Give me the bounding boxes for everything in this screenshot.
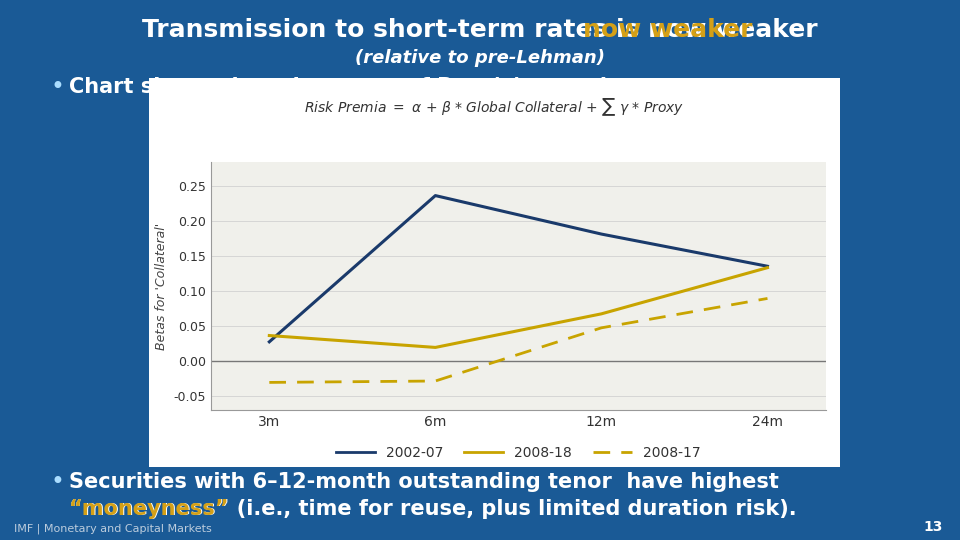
Text: Transmission to short-term rates is now weaker: Transmission to short-term rates is now … (142, 18, 818, 42)
Text: 13: 13 (924, 519, 943, 534)
Text: Chart shows the robustness of Beta(s) over the term structure: Chart shows the robustness of Beta(s) ov… (69, 77, 809, 98)
Text: •: • (51, 470, 64, 494)
Y-axis label: Betas for 'Collateral': Betas for 'Collateral' (156, 222, 168, 350)
Text: (relative to pre-Lehman): (relative to pre-Lehman) (355, 49, 605, 67)
Text: Securities with 6–12-month outstanding tenor  have highest: Securities with 6–12-month outstanding t… (69, 472, 779, 492)
Text: now weaker: now weaker (583, 18, 753, 42)
Legend: 2002-07, 2008-18, 2008-17: 2002-07, 2008-18, 2008-17 (330, 440, 707, 465)
Text: “moneyness”: “moneyness” (69, 499, 229, 519)
Text: IMF | Monetary and Capital Markets: IMF | Monetary and Capital Markets (14, 523, 212, 534)
Text: $\it{Risk\ Premia}$ $=$ $\alpha$ $+$ $\beta$ $*$ $\it{Global\ Collateral}$ $+$ $: $\it{Risk\ Premia}$ $=$ $\alpha$ $+$ $\b… (304, 96, 684, 118)
Text: “moneyness” (i.e., time for reuse, plus limited duration risk).: “moneyness” (i.e., time for reuse, plus … (69, 499, 797, 519)
Text: •: • (51, 76, 64, 99)
